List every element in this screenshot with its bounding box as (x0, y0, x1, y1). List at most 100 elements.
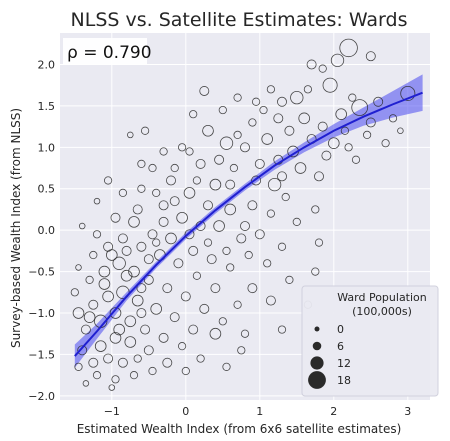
y-tick-label: 0.5 (38, 183, 56, 196)
data-point (298, 112, 311, 125)
confidence-band-area (74, 74, 423, 368)
data-point (72, 307, 85, 319)
data-point (176, 211, 188, 224)
data-point (82, 380, 90, 387)
data-point (159, 147, 168, 156)
legend: Ward Population (100,000s) 0 6 12 18 (301, 285, 439, 397)
data-point (222, 362, 231, 371)
y-tick-label: −1.5 (28, 348, 55, 361)
data-point (180, 291, 191, 302)
data-point (170, 163, 179, 173)
data-point (351, 155, 361, 164)
data-point (251, 175, 262, 186)
y-axis-label: Survey-based Wealth Index (from NLSS) (9, 108, 23, 348)
data-point (373, 96, 384, 107)
data-point (124, 336, 137, 348)
data-point (112, 256, 126, 270)
data-point (388, 114, 398, 123)
data-point (222, 246, 231, 255)
data-point (252, 97, 261, 106)
tick-labels: −1 0 1 2 3−2.0−1.5−1.0−0.50.00.51.01.52.0 (28, 58, 411, 418)
data-point (136, 308, 147, 318)
data-point (206, 254, 217, 265)
legend-marker (314, 326, 320, 332)
data-point (74, 362, 83, 371)
data-point (277, 171, 287, 182)
data-point (137, 184, 146, 193)
data-point (169, 196, 180, 207)
rho-annotation-text: ρ = 0.790 (67, 43, 152, 63)
fit-line (74, 91, 423, 357)
data-point (85, 275, 94, 284)
data-point (165, 232, 177, 245)
data-point (281, 192, 290, 202)
data-point (199, 86, 210, 96)
data-point (277, 325, 287, 334)
data-point (306, 59, 317, 70)
data-point (152, 188, 161, 197)
data-point (273, 113, 284, 124)
x-tick-label: 1 (256, 405, 263, 418)
data-point (265, 295, 276, 306)
data-point (129, 371, 139, 380)
data-point (233, 93, 242, 102)
data-point (77, 345, 88, 356)
data-point (133, 354, 142, 363)
data-point (173, 258, 184, 269)
fit-line-path (74, 91, 423, 357)
x-tick-label: 2 (330, 405, 337, 418)
data-point (118, 188, 128, 197)
data-point (158, 216, 169, 227)
data-point (88, 299, 99, 310)
data-point (292, 217, 301, 226)
data-point (240, 221, 250, 231)
data-point (70, 288, 79, 297)
x-axis-label: Estimated Wealth Index (from 6x6 satelli… (77, 422, 402, 436)
data-point (192, 271, 201, 280)
data-point (108, 384, 116, 391)
data-point (311, 205, 320, 214)
data-point (330, 53, 345, 67)
data-point (132, 204, 143, 215)
y-tick-label: 1.0 (38, 141, 56, 154)
data-point (229, 163, 238, 173)
data-point (136, 241, 147, 252)
data-point (110, 212, 121, 223)
data-point (266, 209, 275, 218)
y-tick-label: 0.0 (38, 224, 56, 237)
data-point (311, 267, 320, 276)
data-point (237, 346, 246, 355)
data-point (327, 137, 340, 149)
data-point (111, 375, 120, 384)
data-point (348, 93, 357, 102)
data-point (195, 158, 206, 169)
data-point (188, 245, 199, 256)
data-point (124, 315, 137, 328)
data-point (263, 259, 272, 268)
data-point (143, 254, 154, 265)
data-point (209, 327, 222, 340)
data-point (218, 105, 227, 115)
data-point (147, 229, 158, 240)
data-point (162, 283, 173, 294)
data-point (400, 85, 416, 101)
data-point (109, 332, 122, 344)
data-point (233, 300, 242, 309)
y-tick-label: 1.5 (38, 100, 56, 113)
data-point (261, 133, 274, 145)
data-point (92, 371, 102, 380)
data-point (117, 357, 128, 368)
legend-subtitle: (100,000s) (352, 305, 412, 318)
data-point (254, 158, 265, 169)
x-tick-label: −1 (104, 405, 120, 418)
data-point (196, 354, 205, 363)
data-point (226, 263, 235, 272)
data-point (162, 357, 173, 368)
x-tick-label: 0 (182, 405, 189, 418)
rho-annotation-box (63, 38, 147, 65)
data-point (285, 275, 294, 284)
legend-marker (312, 341, 322, 351)
data-point (339, 38, 358, 58)
data-point (113, 323, 125, 336)
data-point (131, 294, 144, 307)
